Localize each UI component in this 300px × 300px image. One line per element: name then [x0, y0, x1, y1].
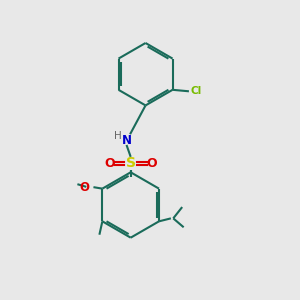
- Text: Cl: Cl: [191, 86, 202, 96]
- Text: O: O: [147, 157, 158, 170]
- Text: H: H: [114, 131, 122, 141]
- Text: O: O: [104, 157, 115, 170]
- Text: O: O: [79, 181, 89, 194]
- Text: N: N: [122, 134, 131, 147]
- Text: S: S: [126, 156, 136, 170]
